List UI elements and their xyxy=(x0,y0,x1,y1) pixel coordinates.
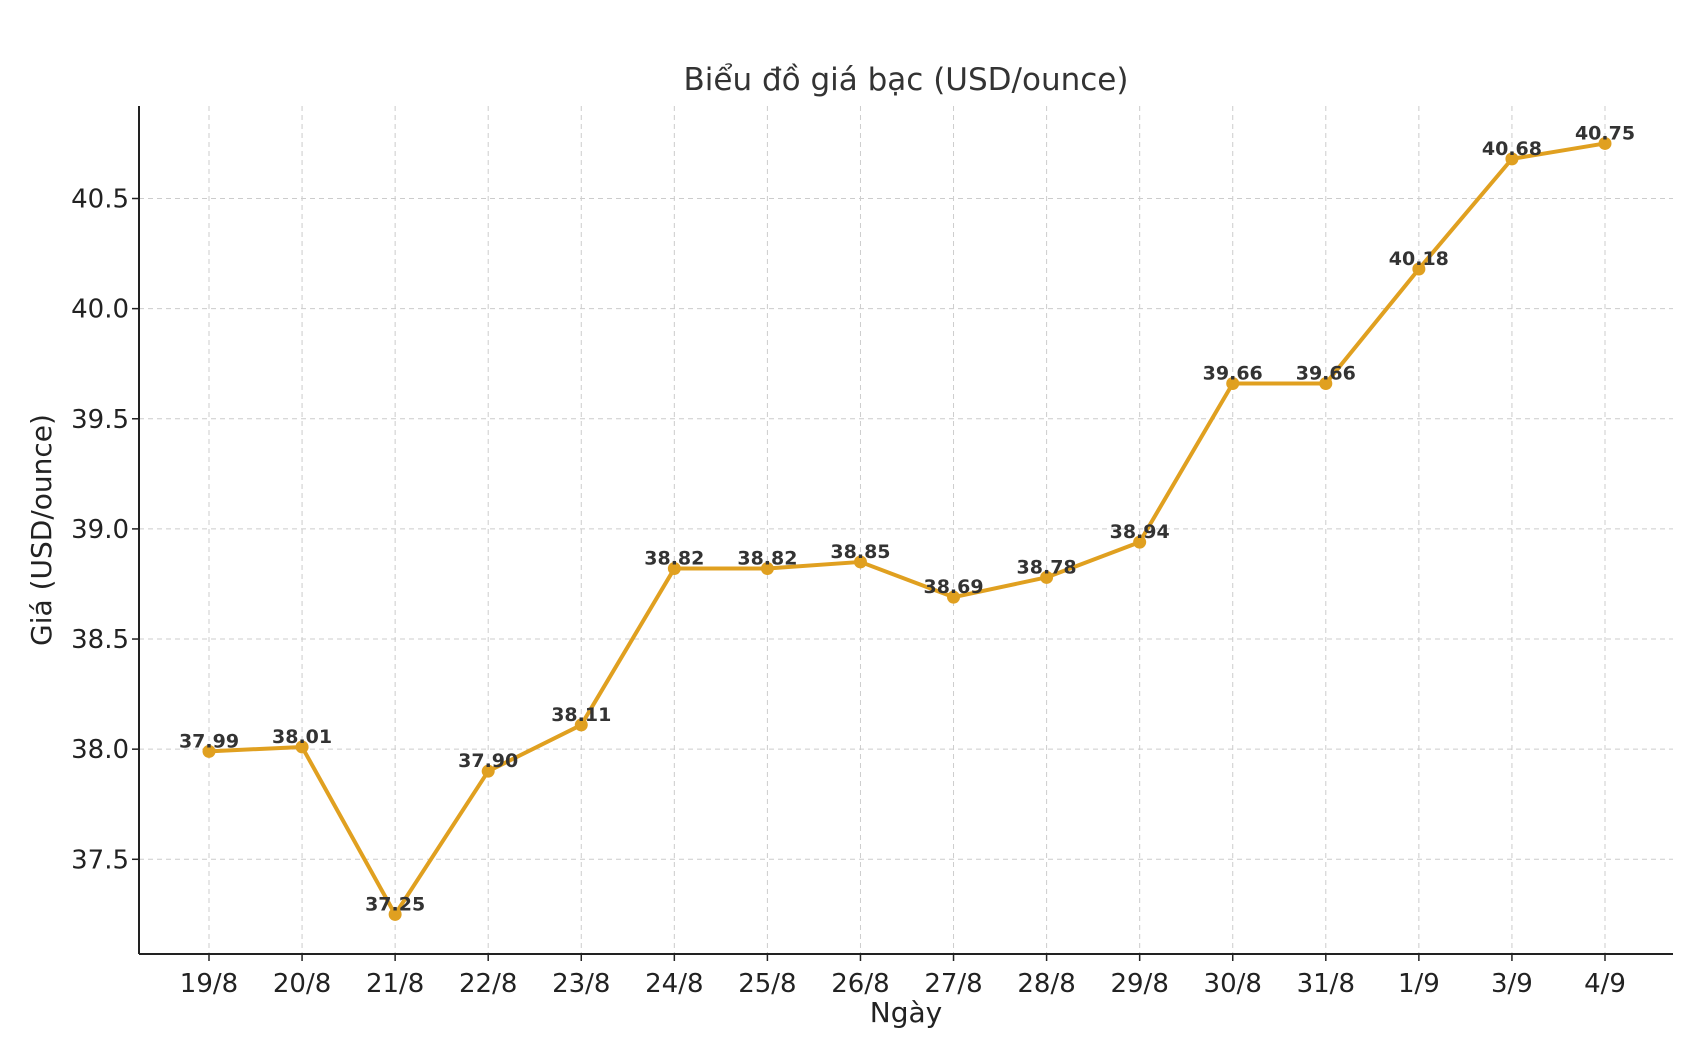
data-label: 40.68 xyxy=(1482,138,1542,160)
series-layer xyxy=(202,136,1612,921)
data-point xyxy=(481,764,495,778)
axis-layer: 19/8 20/8 21/8 22/8 23/8 24/8 25/8 26/8 27/8 28/8… xyxy=(71,106,1673,999)
data-point xyxy=(574,718,588,732)
data-label: 38.01 xyxy=(272,726,332,748)
x-tick-label: 28/8 xyxy=(1017,969,1075,999)
data-point xyxy=(853,555,867,569)
data-label: 37.90 xyxy=(458,750,518,772)
data-point xyxy=(1133,535,1147,549)
data-label: 40.75 xyxy=(1575,122,1635,144)
data-label: 38.78 xyxy=(1017,556,1077,578)
data-label: 38.82 xyxy=(737,548,797,570)
data-label: 40.18 xyxy=(1389,248,1449,270)
grid-layer xyxy=(139,106,1673,954)
data-point xyxy=(1412,262,1426,276)
y-tick-label: 39.0 xyxy=(71,515,129,545)
x-tick-label: 20/8 xyxy=(273,969,331,999)
y-tick-label: 38.5 xyxy=(71,625,129,655)
x-tick-label: 23/8 xyxy=(552,969,610,999)
data-label: 38.82 xyxy=(644,548,704,570)
x-tick-label: 4/9 xyxy=(1584,969,1626,999)
data-point xyxy=(388,907,402,921)
data-label: 39.66 xyxy=(1203,363,1263,385)
x-tick-label: 27/8 xyxy=(924,969,982,999)
data-point xyxy=(1319,377,1333,391)
data-point xyxy=(667,562,681,576)
data-label: 38.94 xyxy=(1110,521,1170,543)
y-tick-label: 39.5 xyxy=(71,405,129,435)
data-point xyxy=(295,740,309,754)
data-label: 38.11 xyxy=(551,704,611,726)
data-point xyxy=(1040,570,1054,584)
data-point xyxy=(947,590,961,604)
data-point xyxy=(202,744,216,758)
x-tick-label: 31/8 xyxy=(1297,969,1355,999)
label-layer: 37.99 38.01 37.25 37.90 38.11 38.82 38.82 38.85… xyxy=(179,122,1635,915)
series-line xyxy=(207,141,1607,917)
data-label: 37.99 xyxy=(179,730,239,752)
chart-title: Biểu đồ giá bạc (USD/ounce) xyxy=(684,62,1129,98)
data-label: 38.69 xyxy=(923,576,983,598)
x-tick-label: 1/9 xyxy=(1398,969,1440,999)
x-tick-label: 3/9 xyxy=(1491,969,1533,999)
y-tick-label: 38.0 xyxy=(71,735,129,765)
data-label: 37.25 xyxy=(365,893,425,915)
x-tick-label: 25/8 xyxy=(738,969,796,999)
x-tick-label: 19/8 xyxy=(180,969,238,999)
x-axis-label: Ngày xyxy=(870,996,942,1029)
x-tick-label: 29/8 xyxy=(1110,969,1168,999)
data-point xyxy=(1226,377,1240,391)
data-point xyxy=(1505,152,1519,166)
x-tick-label: 21/8 xyxy=(366,969,424,999)
x-tick-label: 26/8 xyxy=(831,969,889,999)
data-point xyxy=(760,562,774,576)
data-point xyxy=(1598,136,1612,150)
data-label: 39.66 xyxy=(1296,363,1356,385)
x-tick-label: 24/8 xyxy=(645,969,703,999)
y-tick-label: 40.0 xyxy=(71,295,129,325)
x-tick-label: 22/8 xyxy=(459,969,517,999)
data-label: 38.85 xyxy=(830,541,890,563)
y-tick-label: 37.5 xyxy=(71,845,129,875)
y-tick-label: 40.5 xyxy=(71,185,129,215)
y-axis-label: Giá (USD/ounce) xyxy=(25,414,58,646)
x-tick-label: 30/8 xyxy=(1204,969,1262,999)
